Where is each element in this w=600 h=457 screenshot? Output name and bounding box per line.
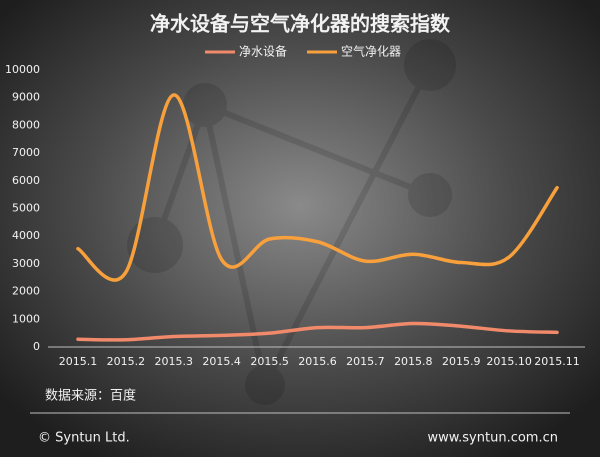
y-tick-label: 2000 [12, 285, 40, 298]
y-tick-label: 4000 [12, 229, 40, 242]
y-tick-label: 9000 [12, 91, 40, 104]
source: 数据来源：百度 [45, 388, 136, 404]
x-tick-label: 2015.10 [486, 355, 532, 368]
y-tick-label: 3000 [12, 257, 40, 270]
x-tick-label: 2015.7 [346, 355, 385, 368]
x-tick-label: 2015.6 [298, 355, 337, 368]
y-tick-label: 0 [33, 340, 40, 353]
x-tick-label: 2015.5 [250, 355, 289, 368]
y-tick-label: 8000 [12, 118, 40, 131]
y-tick-label: 6000 [12, 174, 40, 187]
x-tick-label: 2015.3 [155, 355, 194, 368]
copyright: © Syntun Ltd. [38, 431, 130, 446]
x-tick-label: 2015.4 [202, 355, 241, 368]
legend-label: 空气净化器 [341, 44, 401, 59]
line [76, 321, 559, 342]
x-tick-label: 2015.2 [107, 355, 146, 368]
x-tick-label: 2015.9 [442, 355, 481, 368]
decoration [127, 39, 456, 405]
x-tick-label: 2015.1 [59, 355, 98, 368]
x-tick-label: 2015.8 [394, 355, 433, 368]
chart-title: 净水设备与空气净化器的搜索指数 [150, 12, 451, 36]
y-tick-label: 5000 [12, 202, 40, 215]
line [76, 93, 559, 282]
legend-label: 净水设备 [239, 45, 287, 59]
y-tick-label: 7000 [12, 146, 40, 159]
y-tick-label: 10000 [5, 63, 40, 76]
y-tick-label: 1000 [12, 312, 40, 325]
website: www.syntun.com.cn [427, 431, 558, 446]
x-tick-label: 2015.11 [534, 355, 580, 368]
